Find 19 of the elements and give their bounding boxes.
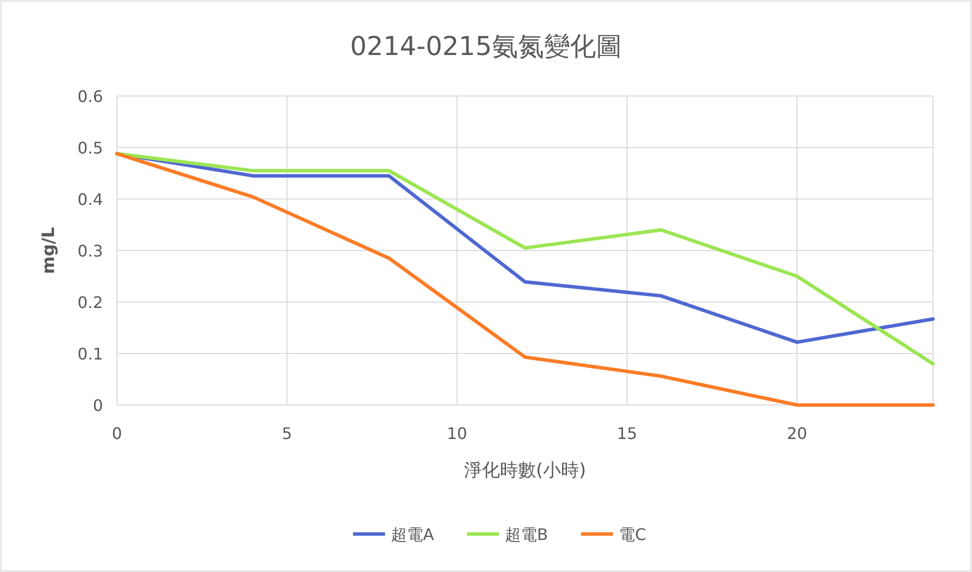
x-tick-label: 5: [282, 424, 292, 443]
x-tick-label: 15: [616, 424, 638, 443]
y-tick-label: 0.1: [78, 344, 103, 364]
y-tick-label: 0.6: [78, 87, 103, 106]
x-tick-label: 0: [112, 424, 122, 443]
x-tick-label: 10: [446, 424, 468, 443]
legend-label: 超電B: [505, 525, 548, 544]
x-tick-label: 20: [786, 424, 808, 443]
legend-label: 電C: [619, 525, 646, 544]
y-tick-label: 0.5: [78, 138, 103, 158]
chart-title: 0214-0215氨氮變化圖: [350, 32, 622, 62]
y-tick-label: 0.3: [78, 242, 103, 260]
x-axis-title: 淨化時數(小時): [464, 460, 586, 481]
y-tick-label: 0.2: [78, 293, 103, 312]
y-axis-title: mg/L: [39, 226, 59, 274]
legend-label: 超電A: [391, 525, 434, 544]
y-tick-label: 0: [92, 396, 103, 415]
y-tick-label: 0.4: [78, 190, 103, 209]
line-series: [115, 152, 935, 407]
